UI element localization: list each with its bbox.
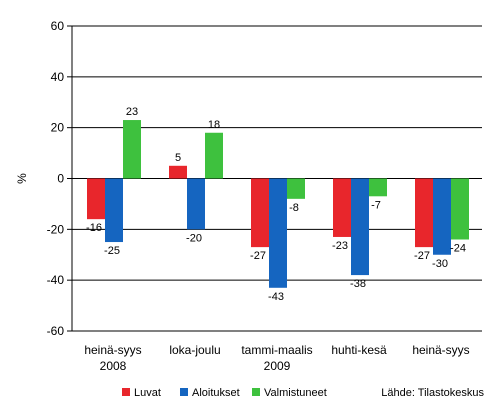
- y-axis-label: %: [15, 173, 29, 184]
- legend-swatch: [252, 388, 260, 396]
- bar: [287, 178, 305, 199]
- bar: [269, 178, 287, 288]
- y-tick-label: -40: [47, 273, 65, 287]
- category-label: huhti-kesä: [331, 343, 387, 357]
- data-label: -30: [432, 258, 448, 270]
- legend: Luvat Aloitukset Valmistuneet: [122, 387, 327, 399]
- data-label: 5: [175, 152, 181, 164]
- legend-label: Valmistuneet: [264, 387, 327, 399]
- data-label: -43: [268, 291, 284, 303]
- bar: [451, 178, 469, 240]
- bar: [123, 120, 141, 179]
- data-label: -27: [250, 250, 266, 262]
- y-tick-label: 40: [51, 70, 65, 84]
- data-label: -25: [104, 245, 120, 257]
- data-label: -20: [186, 232, 202, 244]
- data-label: -24: [450, 243, 466, 255]
- y-tick-label: 0: [57, 172, 64, 186]
- data-label: 18: [208, 119, 220, 131]
- data-label: -16: [86, 222, 102, 234]
- y-tick-label: 20: [51, 121, 65, 135]
- bar: [105, 178, 123, 243]
- data-label: -23: [332, 240, 348, 252]
- y-tick-label: -60: [47, 324, 65, 338]
- category-year-label: 2009: [264, 359, 291, 373]
- y-tick-label: 60: [51, 19, 65, 33]
- bar: [369, 178, 387, 197]
- bar: [351, 178, 369, 276]
- bar: [333, 178, 351, 237]
- bar: [187, 178, 205, 230]
- legend-swatch: [122, 388, 130, 396]
- bar: [433, 178, 451, 255]
- source-note: Lähde: Tilastokeskus: [381, 387, 484, 399]
- data-label: 23: [126, 106, 138, 118]
- data-label: -27: [414, 250, 430, 262]
- bar: [251, 178, 269, 248]
- category-label: loka-joulu: [169, 343, 220, 357]
- y-tick-label: -20: [47, 222, 65, 236]
- bar: [169, 165, 187, 179]
- bar: [205, 132, 223, 179]
- legend-label: Aloitukset: [192, 387, 240, 399]
- data-label: -8: [289, 202, 299, 214]
- category-label: heinä-syys: [412, 343, 469, 357]
- category-label: heinä-syys: [84, 343, 141, 357]
- bar: [87, 178, 105, 220]
- bars: [87, 120, 469, 288]
- y-axis-ticks: -60 -40 -20 0 20 40 60: [47, 19, 72, 338]
- bar: [415, 178, 433, 248]
- category-label: tammi-maalis: [241, 343, 312, 357]
- data-label: -7: [371, 199, 381, 211]
- legend-label: Luvat: [134, 387, 161, 399]
- category-year-label: 2008: [100, 359, 127, 373]
- legend-swatch: [180, 388, 188, 396]
- category-labels: heinä-syys 2008 loka-joulu tammi-maalis 2009…: [84, 343, 469, 373]
- data-label: -38: [350, 278, 366, 290]
